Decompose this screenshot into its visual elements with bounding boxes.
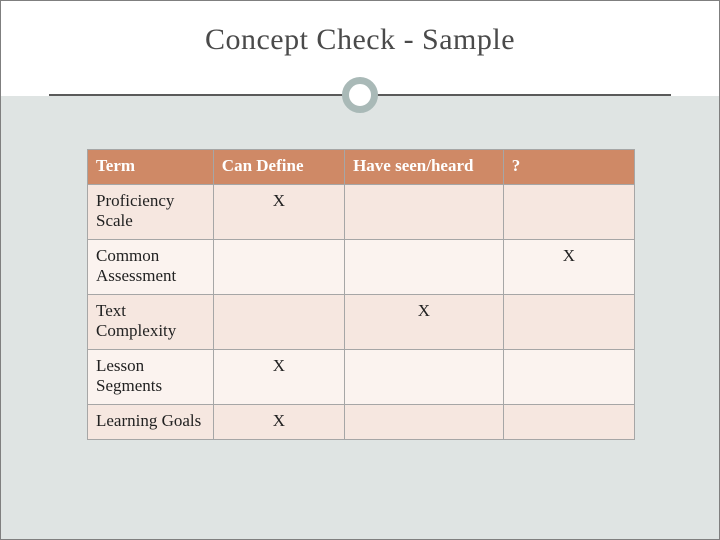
table-row: Text Complexity X	[88, 295, 635, 350]
cell-can-define: X	[213, 405, 344, 440]
table-row: Common Assessment X	[88, 240, 635, 295]
cell-term: Lesson Segments	[88, 350, 214, 405]
table-row: Proficiency Scale X	[88, 185, 635, 240]
page-title: Concept Check - Sample	[1, 23, 719, 57]
cell-term: Proficiency Scale	[88, 185, 214, 240]
table-row: Lesson Segments X	[88, 350, 635, 405]
header-question: ?	[503, 150, 634, 185]
header-can-define: Can Define	[213, 150, 344, 185]
cell-can-define	[213, 240, 344, 295]
cell-term: Learning Goals	[88, 405, 214, 440]
table-header-row: Term Can Define Have seen/heard ?	[88, 150, 635, 185]
cell-term: Text Complexity	[88, 295, 214, 350]
cell-question: X	[503, 240, 634, 295]
cell-seen-heard	[345, 240, 504, 295]
cell-seen-heard	[345, 185, 504, 240]
cell-question	[503, 350, 634, 405]
accent-circle	[342, 77, 378, 113]
cell-can-define	[213, 295, 344, 350]
cell-question	[503, 295, 634, 350]
cell-seen-heard	[345, 405, 504, 440]
slide: Concept Check - Sample Term Can Define H…	[0, 0, 720, 540]
cell-can-define: X	[213, 185, 344, 240]
cell-question	[503, 405, 634, 440]
header-term: Term	[88, 150, 214, 185]
header-seen-heard: Have seen/heard	[345, 150, 504, 185]
cell-can-define: X	[213, 350, 344, 405]
concept-table: Term Can Define Have seen/heard ? Profic…	[87, 149, 635, 440]
cell-term: Common Assessment	[88, 240, 214, 295]
cell-question	[503, 185, 634, 240]
cell-seen-heard: X	[345, 295, 504, 350]
table-row: Learning Goals X	[88, 405, 635, 440]
cell-seen-heard	[345, 350, 504, 405]
